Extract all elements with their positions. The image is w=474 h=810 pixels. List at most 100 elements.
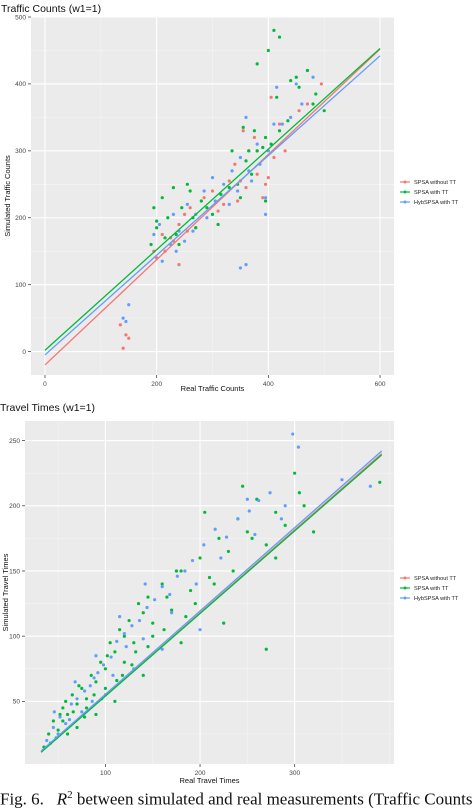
data-point [263,212,268,217]
data-point [185,202,189,206]
legend-key-point [403,576,407,580]
data-point [257,498,261,503]
data-point [250,536,254,540]
legend-label: SPSA with TT [414,190,449,196]
figure-caption: Fig. 6. R2 between simulated and real me… [0,789,474,810]
data-point [305,102,310,106]
data-point [105,654,109,658]
data-point [272,122,276,126]
data-point [183,569,187,573]
y-tick-label: 300 [15,148,26,155]
data-point [294,75,298,79]
fit-line [44,48,381,366]
data-point [286,119,290,123]
data-point [188,588,193,593]
data-point [103,667,108,671]
data-point [103,686,108,690]
data-point [241,129,245,133]
data-point [311,75,315,79]
data-point [238,155,243,160]
x-tick-label: 400 [263,381,274,388]
data-point [83,689,87,693]
data-point [311,530,316,534]
legend-key-point [403,586,407,590]
data-point [121,346,125,350]
data-point [322,109,326,113]
data-point [230,149,234,153]
data-point [177,262,181,267]
data-point [247,509,251,513]
data-point [160,585,164,589]
data-point [272,28,276,32]
data-point [113,650,117,654]
legend-key-point [403,190,407,194]
data-point [118,628,122,632]
data-point [80,686,84,690]
x-tick-label: 600 [375,381,386,388]
y-tick-label: 200 [15,215,26,222]
data-point [205,216,209,220]
x-tick-label: 200 [151,381,162,388]
data-point [244,115,248,119]
data-point [118,615,122,619]
data-point [61,719,65,723]
data-point [174,569,178,573]
data-point [160,259,164,263]
legend-label: SPSA without TT [414,180,457,186]
data-point [179,569,183,573]
data-point [255,149,259,153]
data-point [155,226,159,230]
data-point [90,699,94,703]
data-point [65,732,70,736]
data-point [124,645,128,649]
data-point [266,175,270,180]
data-point [297,85,301,89]
data-point [47,732,51,736]
data-point [141,611,145,615]
data-point [115,639,119,644]
data-point [137,618,142,623]
x-tick-label: 200 [195,770,206,777]
data-point [157,222,162,227]
data-point [210,175,215,180]
data-point [207,575,212,580]
data-point [279,517,284,521]
data-point [274,510,278,514]
data-point [198,556,202,560]
data-point [266,48,270,53]
data-point [236,199,240,203]
data-point [174,232,178,237]
data-point [212,582,216,586]
data-layer [44,28,381,366]
data-point [244,159,248,163]
legend-key-point [403,596,407,600]
data-point [289,78,293,83]
data-point [146,645,150,649]
data-point [231,569,235,573]
data-point [108,641,112,645]
data-point [146,595,150,599]
data-point [71,710,75,714]
data-point [52,710,56,714]
data-point [168,592,172,597]
data-point [171,212,176,217]
data-point [185,182,189,186]
data-point [77,684,81,688]
data-point [177,222,181,227]
data-point [152,232,156,237]
y-tick-label: 100 [15,282,26,289]
legend-key-point [403,180,407,184]
data-point [291,432,295,436]
data-point [297,109,301,113]
data-point [121,316,125,320]
y-axis-label: Simulated Travel Times [1,553,10,631]
x-axis-label: Real Traffic Counts [181,384,245,393]
data-point [268,491,272,495]
data-point [194,226,198,230]
data-point [305,68,310,73]
data-point [193,601,197,606]
data-point [269,95,273,99]
data-point [296,445,301,449]
data-point [170,608,174,612]
data-point [89,673,93,677]
